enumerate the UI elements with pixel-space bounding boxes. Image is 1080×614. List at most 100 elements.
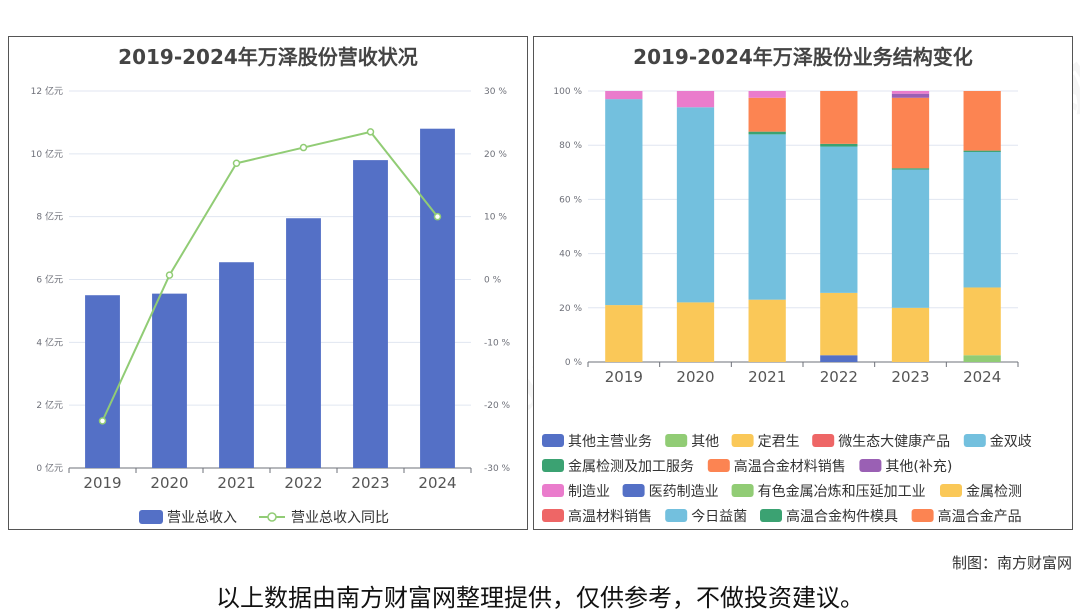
y-tick-label: 0 % (565, 358, 583, 368)
legend-swatch (940, 484, 962, 497)
yoy-point (232, 159, 241, 168)
stack-segment (963, 91, 1001, 151)
stack-segment (820, 355, 858, 362)
y-right-tick-label: -20 % (484, 401, 511, 411)
x-tick-label: 2021 (217, 474, 255, 492)
legend-label: 制造业 (568, 484, 610, 500)
stack-segment (891, 168, 930, 170)
stack-segment (963, 151, 1001, 288)
y-right-tick-label: -10 % (484, 338, 511, 348)
legend-label: 其他 (691, 434, 719, 450)
stack-segment (891, 91, 930, 94)
legend-label: 其他主营业务 (568, 434, 652, 450)
x-tick-label: 2022 (284, 474, 322, 492)
x-tick-label: 2023 (351, 474, 389, 492)
legend-label: 高温合金产品 (938, 508, 1022, 525)
stack-segment (605, 305, 643, 362)
y-left-tick-label: 0 亿元 (36, 462, 63, 474)
x-tick-label: 2022 (820, 368, 858, 386)
structure-chart-panel: 2019-2024年万泽股份业务结构变化 0 % 20 % 40 % 60 % 80 %… (533, 36, 1073, 530)
stack-segment (748, 97, 786, 132)
x-tick-label: 2019 (605, 368, 643, 386)
legend-swatch (731, 484, 754, 497)
revenue-bar (85, 295, 120, 468)
legend-label: 定君生 (758, 434, 800, 450)
legend-swatch (542, 459, 564, 472)
x-tick-label: 2021 (748, 368, 786, 386)
legend-swatch (812, 434, 835, 447)
stack-segment (748, 131, 786, 135)
y-tick-label: 20 % (559, 304, 582, 314)
structure-chart-svg: 0 % 20 % 40 % 60 % 80 % 100 % 2019 2020 2021 2022… (542, 87, 1032, 525)
y-left-tick-label: 10 亿元 (31, 148, 63, 160)
stack-segment (963, 150, 1001, 152)
legend-label: 有色金属冶炼和压延加工业 (758, 483, 926, 500)
x-tick-label: 2023 (891, 368, 929, 386)
revenue-bar (420, 128, 455, 468)
legend-label: 高温合金构件模具 (786, 508, 898, 525)
y-left-tick-label: 8 亿元 (36, 211, 63, 223)
y-right-tick-label: 10 % (484, 213, 507, 223)
yoy-point (433, 212, 442, 221)
yoy-line (101, 130, 439, 422)
disclaimer-text: 以上数据由南方财富网整理提供，仅供参考，不做投资建议。 (216, 584, 864, 612)
chart-credit: 制图：南方财富网 (951, 554, 1072, 572)
y-left-tick-label: 6 亿元 (36, 274, 63, 286)
stack-segment (605, 99, 643, 306)
y-right-tick-label: -30 % (484, 464, 511, 474)
legend-swatch (665, 434, 688, 447)
legend-swatch (963, 434, 986, 447)
stack-segment (605, 91, 643, 100)
legend-swatch (731, 434, 754, 447)
legend-label: 医药制造业 (649, 484, 719, 500)
legend-label: 其他(补充) (885, 459, 952, 475)
stack-segment (963, 355, 1001, 362)
revenue-bar (353, 160, 388, 468)
revenue-bar (219, 262, 254, 468)
stack-segment (891, 307, 930, 362)
x-tick-label: 2020 (150, 474, 188, 492)
stack-segment (820, 91, 858, 144)
legend-swatch (542, 434, 564, 447)
stack-segment (963, 287, 1001, 356)
revenue-chart-panel: 2019-2024年万泽股份营收状况 0 亿元 -30 % 2 亿元 -20 % 4 亿… (8, 36, 528, 530)
stack-segment (820, 146, 858, 293)
x-tick-label: 2020 (676, 368, 714, 386)
legend-label: 金属检测及加工服务 (568, 459, 694, 475)
legend-swatch-revenue (139, 510, 163, 524)
stack-segment (891, 97, 930, 169)
stack-segment (891, 93, 930, 98)
legend-swatch (707, 459, 730, 472)
y-left-tick-label: 2 亿元 (36, 399, 63, 411)
stack-segment (820, 292, 858, 356)
y-tick-label: 40 % (559, 250, 582, 260)
yoy-point (366, 128, 375, 136)
stack-segment (676, 107, 715, 303)
y-right-tick-label: 0 % (484, 276, 502, 286)
stack-segment (676, 91, 715, 108)
stack-segment (820, 143, 858, 147)
stack-segment (676, 302, 715, 362)
legend-label: 今日益菌 (691, 509, 747, 525)
y-left-tick-label: 4 亿元 (36, 336, 63, 348)
revenue-chart-title: 2019-2024年万泽股份营收状况 (118, 45, 418, 69)
revenue-chart-svg: 0 亿元 -30 % 2 亿元 -20 % 4 亿元 -10 % 6 亿元 0 % 8 亿元 10… (31, 85, 511, 526)
legend-swatch (622, 484, 645, 497)
yoy-point (98, 417, 107, 425)
yoy-point (299, 143, 308, 152)
revenue-bar (286, 218, 321, 468)
legend-label: 微生态大健康产品 (838, 433, 950, 450)
legend-swatch (542, 484, 564, 497)
structure-chart-title: 2019-2024年万泽股份业务结构变化 (633, 45, 973, 69)
y-tick-label: 60 % (559, 195, 582, 205)
x-tick-label: 2024 (963, 368, 1001, 386)
legend-swatch (859, 459, 882, 472)
legend-swatch-yoy-dot (267, 512, 277, 522)
legend-swatch (760, 509, 782, 522)
legend-label: 金属检测 (966, 484, 1022, 500)
stack-segment (748, 134, 786, 300)
legend-label: 高温材料销售 (568, 508, 652, 525)
legend-swatch (665, 509, 688, 522)
stack-segment (748, 91, 786, 98)
y-left-tick-label: 12 亿元 (31, 85, 63, 97)
